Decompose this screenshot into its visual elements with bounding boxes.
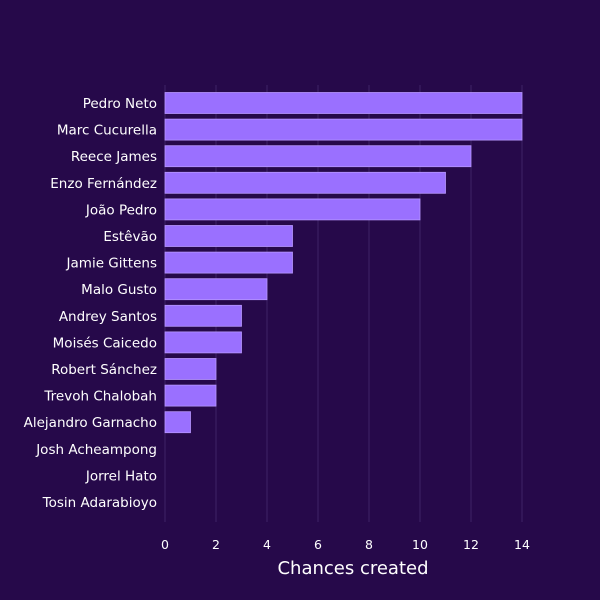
bar (164, 171, 446, 194)
bar (164, 278, 268, 301)
category-label: Enzo Fernández (50, 176, 157, 192)
category-label: Reece James (71, 149, 157, 165)
bar (164, 251, 293, 274)
x-tick-label: 12 (463, 537, 479, 552)
bar (164, 92, 523, 114)
category-label: João Pedro (85, 202, 157, 218)
x-tick-label: 14 (514, 537, 530, 552)
bar (164, 411, 191, 434)
bar (164, 384, 217, 407)
category-label: Jorrel Hato (85, 468, 157, 484)
category-labels: Pedro Neto Marc Cucurella Reece James Enzo … (24, 96, 157, 511)
bar (164, 225, 293, 247)
category-label: Pedro Neto (83, 96, 157, 112)
x-tick-label: 6 (314, 537, 322, 552)
category-label: Tosin Adarabioyo (42, 495, 157, 511)
x-tick-label: 10 (412, 537, 428, 552)
x-tick-label: 2 (212, 537, 220, 552)
category-label: Robert Sánchez (51, 362, 157, 378)
category-label: Marc Cucurella (57, 123, 157, 139)
category-label: Jamie Gittens (66, 256, 157, 272)
bar (164, 304, 242, 327)
x-tick-label: 8 (365, 537, 373, 552)
category-label: Josh Acheampong (35, 442, 157, 458)
category-label: Malo Gusto (81, 282, 157, 298)
x-tick-label: 4 (263, 537, 271, 552)
bars (164, 92, 523, 434)
bar (164, 118, 523, 141)
category-label: Estêvão (103, 229, 157, 245)
x-tick-labels: 0 2 4 6 8 10 12 14 (161, 537, 530, 552)
bar (164, 331, 242, 354)
bar (164, 198, 421, 221)
category-label: Moisés Caicedo (53, 335, 157, 351)
x-tick-label: 0 (161, 537, 169, 552)
x-axis-title: Chances created (277, 558, 428, 579)
category-label: Trevoh Chalobah (43, 389, 157, 405)
category-label: Alejandro Garnacho (24, 415, 157, 431)
bar (164, 145, 472, 168)
bar (164, 358, 217, 380)
category-label: Andrey Santos (59, 309, 157, 325)
